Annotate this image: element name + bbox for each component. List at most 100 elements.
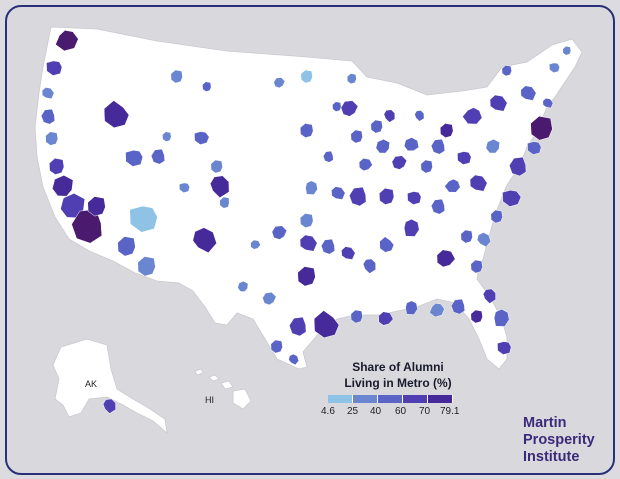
metro-area [530,115,553,141]
metro-area [407,191,422,205]
metro-area [170,69,183,84]
metro-area [340,100,359,117]
metro-area [485,138,500,154]
metro-area [162,131,172,142]
metro-area [439,123,454,138]
metro-area [349,186,367,207]
alaska-land [52,338,168,434]
metro-area [210,159,223,174]
metro-area [209,175,230,199]
metro-areas [40,30,572,414]
metro-area [549,62,560,73]
metro-area [350,129,363,144]
metro-area [493,308,510,327]
metro-area [202,81,212,92]
legend-swatch [403,395,428,403]
metro-area [497,341,512,355]
metro-area [271,225,288,240]
metro-area [49,157,65,175]
metro-area [300,69,313,84]
metro-area [482,288,496,304]
metro-area [341,246,356,260]
logo-line1: Martin [523,415,567,431]
metro-area [117,236,136,257]
metro-area [375,138,390,154]
metro-area [430,138,445,155]
metro-area [331,186,346,200]
metro-area [379,236,395,253]
metro-area [403,137,420,152]
metro-area [346,73,357,85]
legend-tick: 4.6 [321,406,335,417]
metro-area [490,209,503,224]
legend-color-bar [328,395,453,403]
legend-swatch [378,395,403,403]
contiguous-us-land [34,26,583,370]
legend-title: Share of Alumni Living in Metro (%) [333,359,463,391]
metro-area [509,156,527,177]
metro-area [250,239,261,250]
metro-area [313,310,340,339]
metro-area [299,213,314,228]
metro-area [562,45,572,56]
metro-area [55,30,79,52]
metro-area [362,258,376,274]
metro-area [137,256,156,277]
metro-area [405,300,418,315]
metro-area [270,339,283,354]
map-frame: AK HI Share of Alumni Living in Metro (%… [5,5,615,475]
metro-area [457,151,472,165]
alaska-label: AK [85,379,98,389]
legend-swatch [328,395,353,403]
metro-area [297,266,316,287]
legend-swatch [428,395,453,403]
metro-area [45,131,59,146]
metro-area [358,158,373,172]
legend-swatch [353,395,378,403]
martin-prosperity-logo: Martin Prosperity Institute [523,415,595,466]
metro-area [46,60,63,76]
metro-area [420,159,433,174]
legend-title-line2: Living in Metro (%) [344,376,452,390]
metro-area [403,218,420,237]
metro-area [450,298,465,315]
metro-area [192,227,217,254]
metro-area [489,94,508,112]
metro-area [429,302,445,318]
logo-line3: Institute [523,449,580,465]
metro-area [289,316,307,337]
metro-area [40,108,55,125]
metro-area [470,259,483,274]
legend-tick: 60 [395,406,407,417]
us-choropleth-map [34,26,583,434]
hawaii-land [194,368,252,410]
metro-area [52,175,74,197]
metro-area [527,141,542,155]
metro-area [273,77,286,89]
metro-area [542,97,554,109]
legend-title-line1: Share of Alumni [352,360,444,374]
metro-area [305,180,318,195]
metro-area [502,189,522,207]
metro-area [219,196,230,209]
metro-area [129,205,158,233]
metro-area [299,234,318,252]
metro-area [332,101,342,112]
metro-area [237,280,249,292]
metro-area [87,196,106,217]
metro-area [102,398,116,414]
metro-area [370,119,383,134]
metro-area [520,85,537,101]
metro-area [476,232,492,248]
metro-area [320,238,335,255]
metro-area [430,198,445,215]
metro-area [470,309,483,324]
metro-area [299,123,314,138]
metro-area [125,149,144,167]
metro-area [179,182,190,193]
metro-area [262,292,277,306]
legend-tick: 79.1 [440,406,460,417]
hawaii-label: HI [205,395,214,405]
metro-area [436,249,456,268]
metro-area [460,229,473,244]
